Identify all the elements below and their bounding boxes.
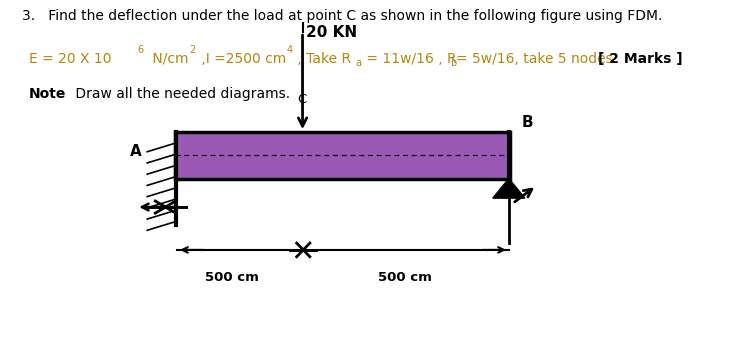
Text: N/cm: N/cm [148, 52, 189, 66]
Text: [ 2 Marks ]: [ 2 Marks ] [598, 52, 682, 66]
Text: 20 KN: 20 KN [306, 25, 357, 40]
Text: Draw all the needed diagrams.: Draw all the needed diagrams. [71, 87, 290, 101]
Text: Note: Note [29, 87, 66, 101]
Text: 500 cm: 500 cm [205, 271, 259, 284]
Text: ,I =2500 cm: ,I =2500 cm [197, 52, 286, 66]
Text: a: a [355, 58, 361, 68]
Text: = 5w/16, take 5 nodes.: = 5w/16, take 5 nodes. [456, 52, 622, 66]
Text: A: A [130, 144, 142, 159]
Polygon shape [493, 178, 525, 198]
Bar [175, 132, 510, 178]
Text: = 11w/16 , R: = 11w/16 , R [362, 52, 456, 66]
Text: 4: 4 [286, 45, 292, 55]
Text: C: C [297, 93, 307, 106]
Text: b: b [451, 58, 457, 68]
Text: 2: 2 [190, 45, 196, 55]
Text: B: B [521, 115, 533, 130]
Text: 500 cm: 500 cm [378, 271, 432, 284]
Text: , Take R: , Take R [293, 52, 351, 66]
Text: 3.   Find the deflection under the load at point C as shown in the following fig: 3. Find the deflection under the load at… [22, 9, 662, 23]
Text: E = 20 X 10: E = 20 X 10 [29, 52, 112, 66]
Text: 6: 6 [137, 45, 143, 55]
